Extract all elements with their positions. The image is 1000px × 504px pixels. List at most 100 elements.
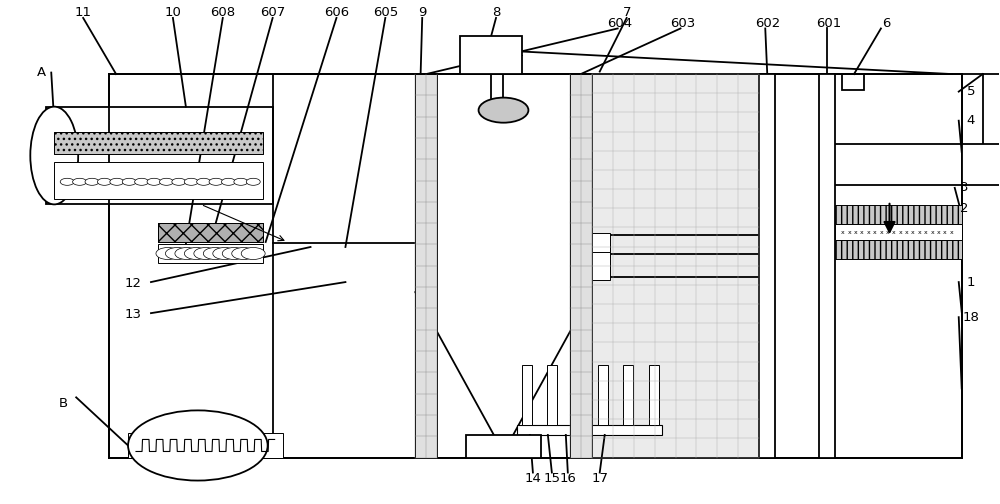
Circle shape [241, 247, 265, 260]
Bar [46, 107, 273, 205]
Text: 3: 3 [960, 181, 969, 195]
Bar [759, 74, 775, 458]
Text: 5: 5 [966, 85, 975, 98]
Circle shape [234, 178, 248, 185]
Bar [842, 74, 864, 90]
Bar [54, 162, 263, 200]
Circle shape [203, 247, 227, 260]
Text: A: A [37, 66, 46, 79]
Text: 601: 601 [816, 17, 842, 30]
Text: x: x [848, 230, 851, 235]
Bar [54, 132, 263, 154]
Text: 602: 602 [755, 17, 780, 30]
Text: 15: 15 [543, 472, 560, 485]
Text: 9: 9 [418, 7, 426, 20]
Bar [592, 252, 610, 280]
Circle shape [156, 247, 180, 260]
Text: x: x [943, 230, 947, 235]
Text: x: x [937, 230, 940, 235]
Text: 12: 12 [125, 277, 142, 290]
Circle shape [73, 178, 87, 185]
Text: 18: 18 [962, 310, 979, 324]
Circle shape [209, 178, 223, 185]
Text: x: x [854, 230, 858, 235]
Bar [592, 233, 610, 257]
Circle shape [246, 178, 260, 185]
Bar [54, 132, 263, 154]
Text: x: x [860, 230, 864, 235]
Text: 7: 7 [622, 7, 631, 20]
Text: 607: 607 [260, 7, 285, 20]
Text: x: x [924, 230, 928, 235]
Circle shape [147, 178, 161, 185]
Circle shape [232, 247, 256, 260]
Bar [466, 435, 541, 458]
Circle shape [122, 178, 136, 185]
Circle shape [110, 178, 124, 185]
Circle shape [479, 98, 528, 122]
Bar [460, 36, 522, 74]
Text: x: x [841, 230, 845, 235]
Text: 2: 2 [960, 203, 969, 215]
Circle shape [97, 178, 111, 185]
Bar [517, 425, 662, 435]
Bar [835, 240, 962, 260]
Circle shape [128, 410, 268, 480]
Text: x: x [930, 230, 934, 235]
Circle shape [172, 178, 186, 185]
Text: 10: 10 [164, 7, 181, 20]
Circle shape [221, 178, 235, 185]
Circle shape [213, 247, 237, 260]
Text: x: x [879, 230, 883, 235]
Bar [819, 74, 835, 458]
Bar [835, 205, 962, 224]
Text: 606: 606 [324, 7, 349, 20]
Text: 6: 6 [882, 17, 890, 30]
Circle shape [184, 247, 208, 260]
Text: x: x [886, 230, 890, 235]
Text: 13: 13 [125, 308, 142, 321]
Bar [570, 74, 592, 458]
Text: 17: 17 [591, 472, 608, 485]
Bar [128, 433, 283, 458]
Text: 16: 16 [559, 472, 576, 485]
Circle shape [135, 178, 149, 185]
Circle shape [159, 178, 173, 185]
Text: 603: 603 [670, 17, 695, 30]
Text: 1: 1 [966, 276, 975, 289]
Text: x: x [911, 230, 915, 235]
Circle shape [175, 247, 199, 260]
Text: 4: 4 [967, 114, 975, 127]
Text: x: x [873, 230, 877, 235]
Circle shape [222, 247, 246, 260]
Circle shape [194, 247, 218, 260]
Circle shape [184, 178, 198, 185]
Bar [649, 365, 659, 425]
Text: 8: 8 [492, 7, 500, 20]
Text: 11: 11 [75, 7, 92, 20]
Bar [109, 74, 962, 458]
Bar [158, 244, 263, 263]
Bar [158, 223, 263, 242]
Bar [158, 223, 263, 242]
Text: B: B [59, 397, 68, 410]
Text: x: x [899, 230, 902, 235]
Text: x: x [918, 230, 921, 235]
Bar [573, 365, 583, 425]
Circle shape [60, 178, 74, 185]
Text: x: x [905, 230, 909, 235]
Circle shape [85, 178, 99, 185]
Bar [415, 74, 437, 458]
Bar [623, 365, 633, 425]
Text: x: x [949, 230, 953, 235]
Circle shape [197, 178, 211, 185]
Bar [522, 365, 532, 425]
Bar [598, 365, 608, 425]
Bar [547, 365, 557, 425]
Text: 605: 605 [373, 7, 398, 20]
Text: x: x [867, 230, 870, 235]
Text: x: x [892, 230, 896, 235]
Text: 604: 604 [607, 17, 632, 30]
Text: 14: 14 [524, 472, 541, 485]
Bar [592, 74, 759, 458]
